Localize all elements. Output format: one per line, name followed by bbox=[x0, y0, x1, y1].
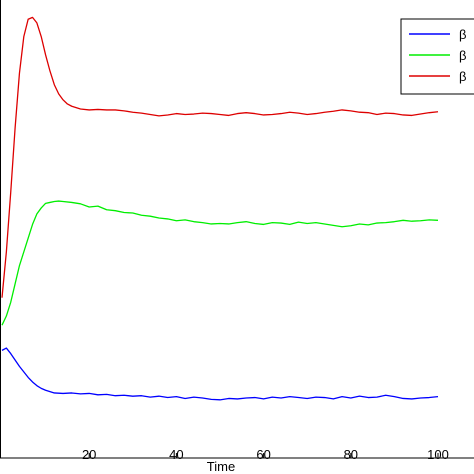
x-axis-label: Time bbox=[207, 459, 235, 474]
x-tick-label: 20 bbox=[82, 447, 96, 462]
series-lines bbox=[1, 16, 439, 401]
x-axis-ticks: 20 40 60 80 100 bbox=[82, 447, 449, 462]
x-tick-label: 60 bbox=[256, 447, 270, 462]
legend: βββ bbox=[400, 18, 474, 95]
x-tick-label: 80 bbox=[344, 447, 358, 462]
plot-area bbox=[0, 0, 474, 459]
legend-label: β bbox=[459, 69, 466, 84]
series-line-2 bbox=[1, 200, 439, 326]
legend-entries: βββ bbox=[409, 27, 466, 84]
legend-label: β bbox=[459, 27, 466, 42]
legend-box bbox=[400, 18, 474, 95]
legend-label: β bbox=[459, 48, 466, 63]
x-tick-label: 100 bbox=[427, 447, 449, 462]
x-tick-label: 40 bbox=[169, 447, 183, 462]
series-line-3 bbox=[1, 16, 439, 298]
series-line-1 bbox=[1, 347, 439, 401]
